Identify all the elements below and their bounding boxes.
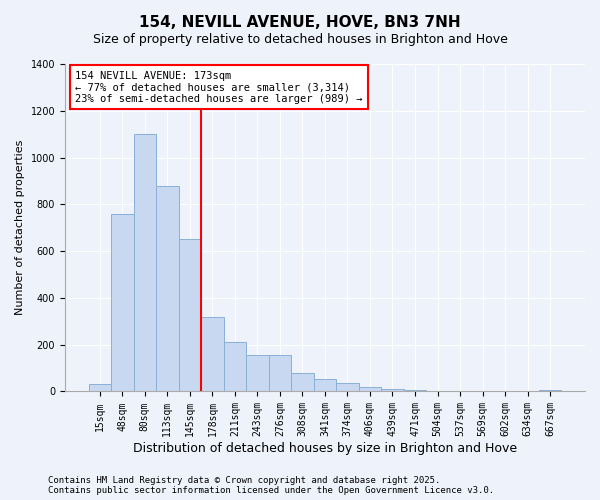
Bar xyxy=(404,390,426,392)
Bar xyxy=(269,355,291,392)
Bar xyxy=(291,373,314,392)
Bar xyxy=(179,240,201,392)
Bar xyxy=(336,384,359,392)
Text: Size of property relative to detached houses in Brighton and Hove: Size of property relative to detached ho… xyxy=(92,32,508,46)
Bar xyxy=(224,342,246,392)
Bar xyxy=(89,384,111,392)
Text: Contains HM Land Registry data © Crown copyright and database right 2025.
Contai: Contains HM Land Registry data © Crown c… xyxy=(48,476,494,495)
Bar xyxy=(111,214,134,392)
Text: 154, NEVILL AVENUE, HOVE, BN3 7NH: 154, NEVILL AVENUE, HOVE, BN3 7NH xyxy=(139,15,461,30)
Bar xyxy=(359,387,381,392)
Bar xyxy=(539,390,562,392)
Bar xyxy=(156,186,179,392)
Y-axis label: Number of detached properties: Number of detached properties xyxy=(15,140,25,316)
Bar xyxy=(426,391,449,392)
X-axis label: Distribution of detached houses by size in Brighton and Hove: Distribution of detached houses by size … xyxy=(133,442,517,455)
Bar xyxy=(246,355,269,392)
Text: 154 NEVILL AVENUE: 173sqm
← 77% of detached houses are smaller (3,314)
23% of se: 154 NEVILL AVENUE: 173sqm ← 77% of detac… xyxy=(76,70,363,104)
Bar xyxy=(381,389,404,392)
Bar xyxy=(201,316,224,392)
Bar xyxy=(314,378,336,392)
Bar xyxy=(134,134,156,392)
